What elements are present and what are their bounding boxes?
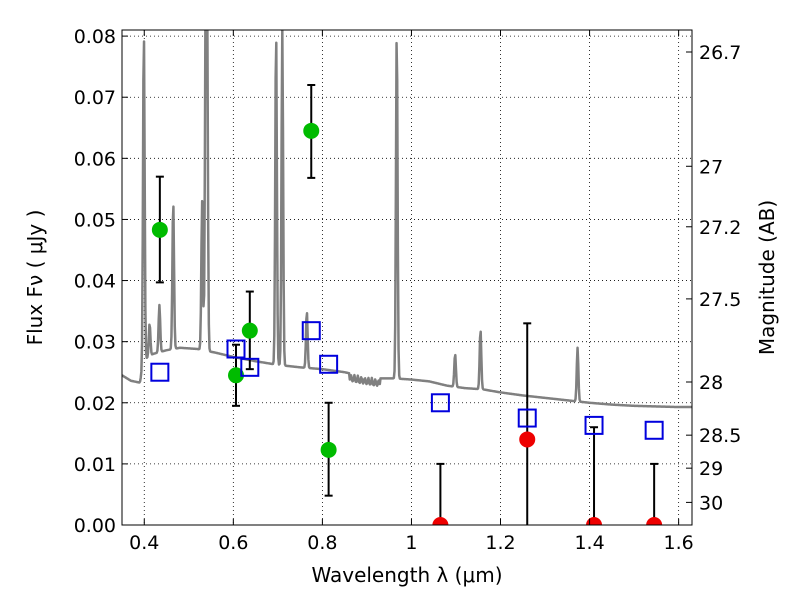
x-tick-label: 1.2 bbox=[485, 532, 515, 554]
data-point bbox=[432, 517, 449, 525]
x-axis-label: Wavelength λ (μm) bbox=[311, 563, 502, 587]
x-tick-label: 0.6 bbox=[218, 532, 248, 554]
y2-tick-label: 27.5 bbox=[699, 289, 741, 311]
data-markers bbox=[150, 122, 664, 525]
y-tick-label: 0.06 bbox=[74, 148, 116, 170]
model-point bbox=[226, 339, 246, 359]
x-tick-label: 0.4 bbox=[129, 532, 159, 554]
data-point bbox=[151, 221, 168, 238]
y-axis-label: Flux Fν ( μJy ) bbox=[23, 210, 47, 346]
y2-tick-label: 28 bbox=[699, 372, 723, 394]
y2-tick-label: 29 bbox=[699, 458, 723, 480]
data-point bbox=[303, 122, 320, 139]
model-point bbox=[584, 415, 604, 435]
data-point bbox=[646, 517, 663, 525]
model-point bbox=[319, 354, 339, 374]
model-point bbox=[430, 393, 450, 413]
data-point bbox=[241, 322, 258, 339]
x-tick-label: 1 bbox=[405, 532, 417, 554]
y2-tick-label: 28.5 bbox=[699, 425, 741, 447]
plot-frame bbox=[121, 29, 693, 526]
y-tick-label: 0.07 bbox=[74, 87, 116, 109]
y2-axis-label: Magnitude (AB) bbox=[755, 200, 779, 355]
model-point bbox=[517, 408, 537, 428]
y-tick-label: 0.04 bbox=[74, 271, 116, 293]
model-point bbox=[644, 420, 664, 440]
spectrum-line bbox=[122, 30, 692, 409]
x-tick-label: 1.4 bbox=[574, 532, 604, 554]
data-point bbox=[519, 431, 536, 448]
y-tick-label: 0.03 bbox=[74, 332, 116, 354]
y2-tick-label: 27.2 bbox=[699, 217, 741, 239]
y2-tick-label: 27 bbox=[699, 156, 723, 178]
y-tick-label: 0.05 bbox=[74, 209, 116, 231]
y-tick-label: 0.01 bbox=[74, 454, 116, 476]
model-point bbox=[301, 321, 321, 341]
y-tick-label: 0.02 bbox=[74, 393, 116, 415]
data-point bbox=[586, 517, 603, 525]
axis-ticks: 0.4 0.6 0.8 1 1.2 1.4 1.6 0.00 0.01 0.02 0.03 0.04 0… bbox=[74, 26, 742, 554]
error-bars bbox=[155, 84, 659, 525]
y2-tick-label: 26.7 bbox=[699, 42, 741, 64]
y-tick-label: 0.08 bbox=[74, 26, 116, 48]
x-tick-label: 1.6 bbox=[664, 532, 694, 554]
y2-tick-label: 30 bbox=[699, 492, 723, 514]
x-tick-label: 0.8 bbox=[307, 532, 337, 554]
model-point bbox=[150, 362, 170, 382]
y-tick-label: 0.00 bbox=[74, 515, 116, 537]
data-point bbox=[320, 441, 337, 458]
spectrum-path bbox=[122, 30, 692, 409]
model-point bbox=[240, 357, 260, 377]
